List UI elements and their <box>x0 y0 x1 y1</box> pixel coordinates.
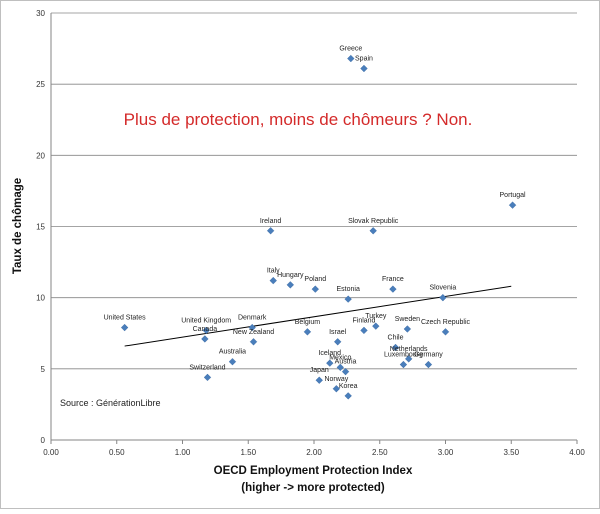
data-point-marker <box>399 360 408 369</box>
data-point-marker <box>391 343 400 352</box>
x-tick-label: 2.00 <box>306 448 322 457</box>
data-point-label: France <box>382 276 404 283</box>
data-point-marker <box>341 367 350 376</box>
y-tick-label: 25 <box>36 80 45 89</box>
data-point-label: Switzerland <box>189 364 225 371</box>
data-point-marker <box>441 328 450 336</box>
data-point-marker <box>360 64 368 73</box>
data-point-label: Portugal <box>500 192 527 199</box>
data-point-label: Chile <box>388 334 404 341</box>
y-tick-label: 0 <box>41 436 46 445</box>
data-point-label: Germany <box>414 352 443 359</box>
data-point-label: Norway <box>324 376 348 383</box>
data-point-label: Australia <box>219 349 246 356</box>
data-point-label: Sweden <box>395 316 420 323</box>
data-point-marker <box>266 227 275 235</box>
data-point-label: United Kingdom <box>181 317 231 324</box>
trendline-group <box>124 285 512 347</box>
x-tick-label: 0.00 <box>43 448 59 457</box>
data-point-marker <box>303 328 312 336</box>
x-axis-subtitle: (higher -> more protected) <box>241 482 385 494</box>
data-point-label: Czech Republic <box>421 319 471 326</box>
data-point-label: Austria <box>335 359 357 366</box>
y-tick-label: 5 <box>41 365 46 374</box>
y-tick-label: 30 <box>36 9 45 18</box>
data-point-marker <box>404 355 413 363</box>
data-point-marker <box>389 285 397 293</box>
data-point-marker <box>344 392 352 400</box>
axes: 0 5 10 15 20 25 30 0.00 0.50 1.00 1.50 2.00 2.50 3.00… <box>36 9 585 457</box>
data-point-marker <box>439 293 447 302</box>
y-tick-label: 20 <box>36 151 45 160</box>
data-point-marker <box>248 323 256 332</box>
data-point-marker <box>286 281 295 289</box>
data-point-label: Hungary <box>277 272 304 279</box>
data-point-marker <box>369 227 377 235</box>
x-axis-title: OECD Employment Protection Index <box>214 465 413 477</box>
data-point-marker <box>360 326 368 335</box>
y-tick-label: 10 <box>36 294 45 303</box>
data-point-label: Israel <box>329 329 347 336</box>
data-point-label: Belgium <box>295 319 320 326</box>
x-tick-label: 2.50 <box>372 448 388 457</box>
data-point-label: Canada <box>193 326 218 333</box>
data-point-marker <box>332 385 341 393</box>
y-tick-label: 15 <box>36 223 45 232</box>
data-point-label: Ireland <box>260 218 282 225</box>
data-point-marker <box>228 358 237 366</box>
data-point-marker <box>120 323 129 332</box>
x-tick-label: 0.50 <box>109 448 125 457</box>
data-point-label: Greece <box>339 46 362 53</box>
data-point-label: United States <box>104 315 147 322</box>
x-tick-label: 1.00 <box>175 448 191 457</box>
data-point-marker <box>311 285 319 293</box>
data-point-marker <box>424 360 433 369</box>
data-point-label: Poland <box>304 276 326 283</box>
data-point-marker <box>333 338 342 346</box>
y-axis-title: Taux de chômage <box>12 178 24 274</box>
data-point-label: Mexico <box>329 354 351 361</box>
source-note: Source : GénérationLibre <box>60 398 161 408</box>
data-point-marker <box>347 54 355 63</box>
data-point-marker <box>202 326 210 335</box>
data-point-label: Netherlands <box>390 346 428 353</box>
data-point-marker <box>344 295 352 303</box>
data-point-marker <box>249 338 258 346</box>
data-point-marker <box>372 322 380 330</box>
data-point-label: Slovenia <box>429 285 456 292</box>
data-point-marker <box>203 373 212 382</box>
x-tick-label: 3.50 <box>503 448 519 457</box>
data-point-marker <box>201 335 209 343</box>
data-point-label: New Zealand <box>233 329 274 336</box>
data-point-label: Iceland <box>318 350 341 357</box>
data-point-label: Estonia <box>337 286 360 293</box>
trendline <box>124 285 512 347</box>
data-point-label: Slovak Republic <box>348 218 399 225</box>
data-point-label: Finland <box>352 317 375 324</box>
data-point-marker <box>326 359 334 367</box>
chart-annotation: Plus de protection, moins de chômeurs ? … <box>124 110 473 129</box>
data-point-label: Japan <box>310 367 329 374</box>
x-tick-label: 3.00 <box>438 448 454 457</box>
data-point-label: Luxembourg <box>384 352 423 359</box>
data-point-marker <box>403 325 412 333</box>
data-point-marker <box>269 276 277 285</box>
point-labels: Greece Spain Portugal Ireland Slovak Republi… <box>104 46 526 390</box>
data-point-label: Spain <box>355 56 373 63</box>
data-point-label: Turkey <box>365 313 387 320</box>
grid-lines <box>51 12 577 370</box>
data-point-marker <box>315 376 323 384</box>
data-point-marker <box>336 363 344 372</box>
data-point-label: Italy <box>267 268 280 275</box>
data-point-label: Denmark <box>238 315 267 322</box>
data-points <box>120 54 517 400</box>
data-point-label: Korea <box>339 383 358 390</box>
x-tick-label: 1.50 <box>240 448 256 457</box>
data-point-marker <box>508 201 517 209</box>
x-tick-label: 4.00 <box>569 448 585 457</box>
